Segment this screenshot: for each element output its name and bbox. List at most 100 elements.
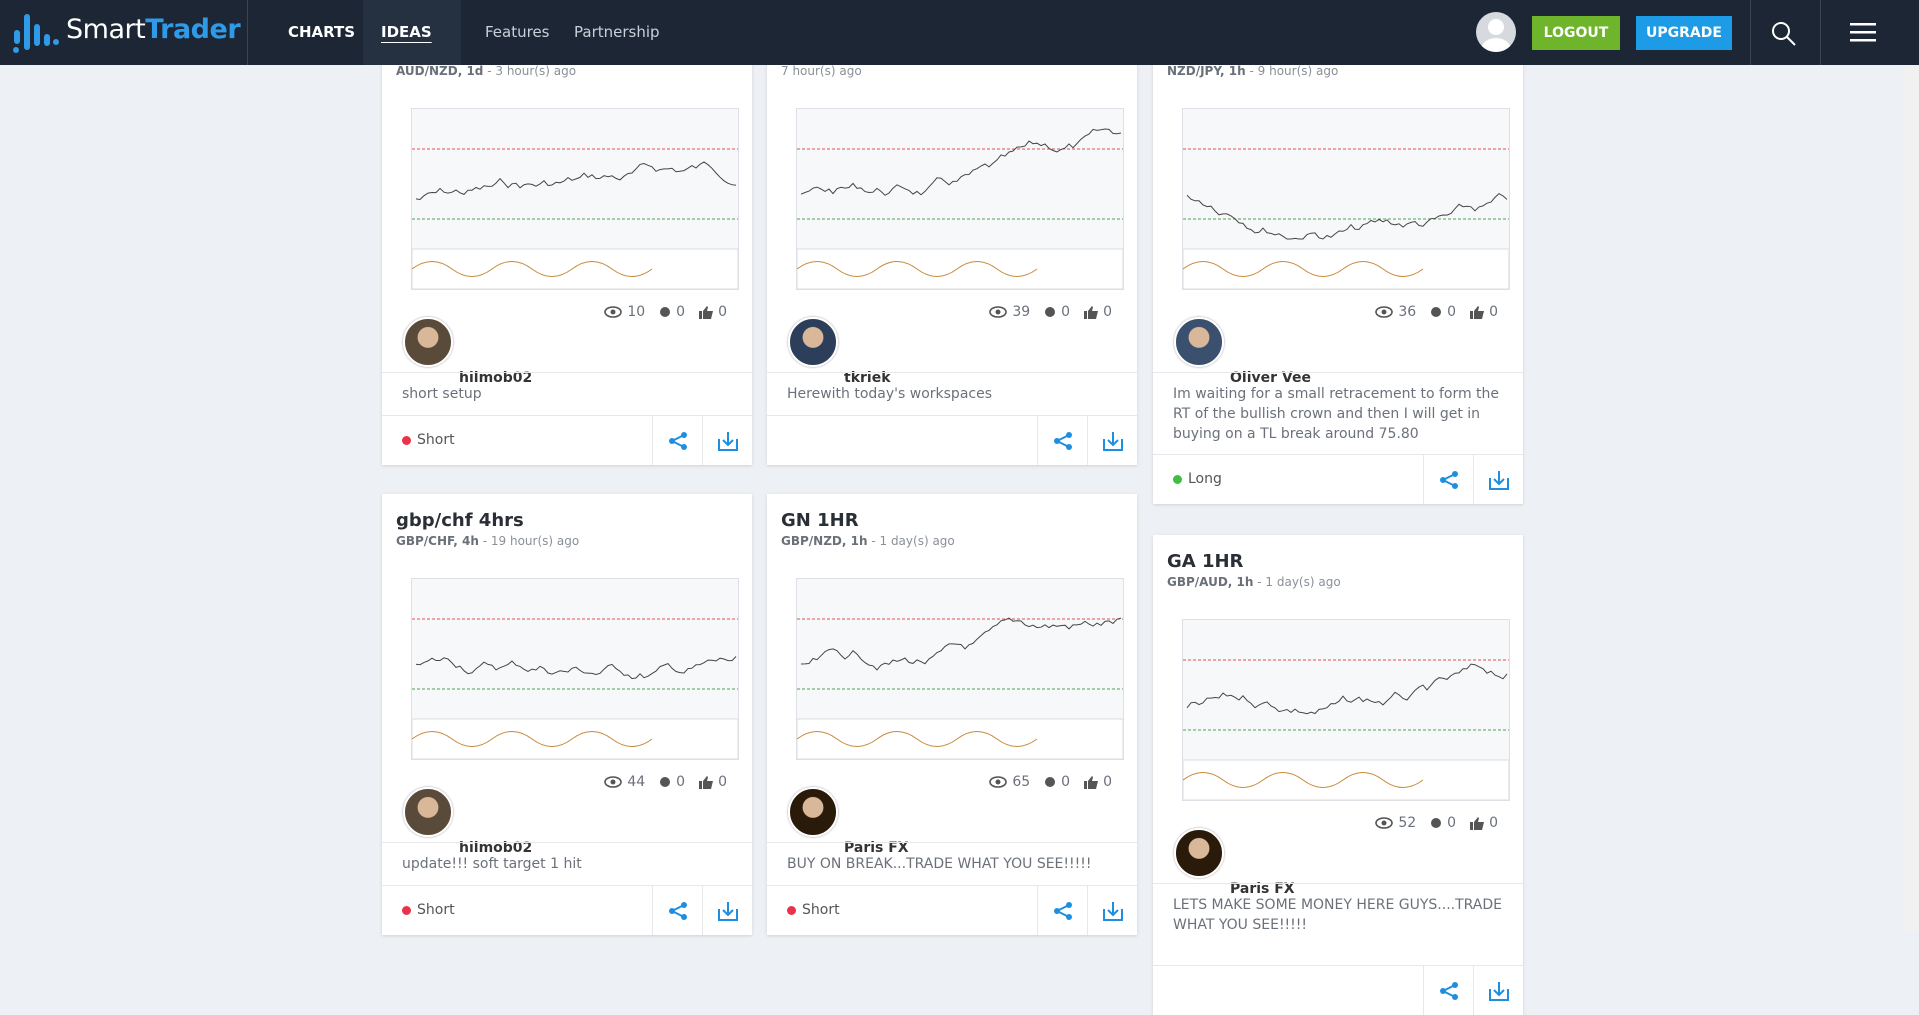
chart-thumbnail[interactable] <box>796 108 1124 290</box>
symbol: NZD/JPY, 1h <box>1167 64 1246 78</box>
direction-dot <box>787 905 796 915</box>
idea-title[interactable]: GA 1HR <box>1167 551 1244 572</box>
author-avatar[interactable] <box>403 317 453 367</box>
share-button[interactable] <box>652 416 703 465</box>
comments-count: 0 <box>1447 304 1457 320</box>
time-ago: - 19 hour(s) ago <box>482 534 580 548</box>
views-count: 52 <box>1398 815 1417 831</box>
menu-icon[interactable] <box>1850 22 1876 44</box>
stats: 36 0 0 <box>1375 304 1498 320</box>
stats: 10 0 0 <box>604 304 727 320</box>
active-tab <box>363 0 461 65</box>
author-avatar[interactable] <box>788 317 838 367</box>
author-avatar[interactable] <box>788 787 838 837</box>
author-name[interactable]: hilmob02 <box>459 840 533 856</box>
nav-ideas[interactable]: IDEAS <box>381 23 432 41</box>
comments-count: 0 <box>1447 815 1457 831</box>
direction: Long <box>1173 471 1222 487</box>
download-button[interactable] <box>1087 886 1137 935</box>
author-avatar[interactable] <box>1174 828 1224 878</box>
idea-card: GA 1HR GBP/AUD, 1h - 1 day(s) ago 52 0 0 Pari… <box>1153 535 1523 1015</box>
author-name[interactable]: Paris FX <box>844 840 909 856</box>
upgrade-button[interactable]: UPGRADE <box>1636 16 1732 50</box>
author-name[interactable]: tkriek <box>844 370 891 386</box>
share-button[interactable] <box>652 886 703 935</box>
divider <box>247 0 248 65</box>
logo-text-accent: Trader <box>145 14 241 45</box>
divider <box>767 842 1137 843</box>
download-button[interactable] <box>1473 455 1523 504</box>
views-count: 39 <box>1012 304 1031 320</box>
author-name[interactable]: Oliver Vee <box>1230 370 1311 386</box>
idea-meta: GBP/NZD, 1h - 1 day(s) ago <box>781 534 955 548</box>
user-avatar[interactable] <box>1476 12 1516 52</box>
time-ago: - 9 hour(s) ago <box>1249 64 1339 78</box>
nav-features[interactable]: Features <box>485 23 550 41</box>
views-stat: 44 <box>604 774 645 790</box>
comments-stat: 0 <box>1044 304 1070 320</box>
chart-thumbnail[interactable] <box>411 578 739 760</box>
chart-thumbnail[interactable] <box>796 578 1124 760</box>
comments-stat: 0 <box>659 774 685 790</box>
author-name[interactable]: Paris FX <box>1230 881 1295 897</box>
share-button[interactable] <box>1423 966 1474 1015</box>
divider <box>1153 372 1523 373</box>
stats: 65 0 0 <box>989 774 1112 790</box>
idea-description: LETS MAKE SOME MONEY HERE GUYS....TRADE … <box>1173 897 1503 933</box>
nav-partnership[interactable]: Partnership <box>574 23 660 41</box>
time-ago: - 3 hour(s) ago <box>487 64 577 78</box>
direction-label: Short <box>417 902 455 918</box>
author-name[interactable]: hilmob02 <box>459 370 533 386</box>
author-avatar[interactable] <box>403 787 453 837</box>
comments-stat: 0 <box>1430 815 1456 831</box>
idea-title[interactable]: gbp/chf 4hrs <box>396 510 524 531</box>
download-button[interactable] <box>702 416 752 465</box>
divider <box>1820 0 1821 65</box>
idea-description: update!!! soft target 1 hit <box>402 856 582 872</box>
views-stat: 65 <box>989 774 1030 790</box>
idea-title[interactable]: GN 1HR <box>781 510 859 531</box>
card-footer <box>1153 965 1523 1015</box>
direction-label: Short <box>802 902 840 918</box>
idea-meta: AUD/NZD, 1d - 3 hour(s) ago <box>396 64 576 78</box>
idea-card: NZD/JPY, 1h - 9 hour(s) ago 36 0 0 Oliver Ve… <box>1153 24 1523 504</box>
download-button[interactable] <box>1087 416 1137 465</box>
comments-count: 0 <box>1061 304 1071 320</box>
likes-count: 0 <box>1489 304 1498 320</box>
top-bar: SmartTrader CHARTS IDEAS Features Partne… <box>0 0 1919 65</box>
likes-count: 0 <box>718 304 727 320</box>
card-footer: Short <box>382 415 752 465</box>
idea-meta: NZD/JPY, 1h - 9 hour(s) ago <box>1167 64 1338 78</box>
views-stat: 10 <box>604 304 645 320</box>
comments-count: 0 <box>676 774 686 790</box>
symbol: GBP/CHF, 4h <box>396 534 479 548</box>
share-button[interactable] <box>1037 886 1088 935</box>
share-button[interactable] <box>1423 455 1474 504</box>
logout-button[interactable]: LOGOUT <box>1532 16 1620 50</box>
idea-meta: 7 hour(s) ago <box>781 64 862 78</box>
likes-stat: 0 <box>1084 304 1112 320</box>
card-footer: Short <box>767 885 1137 935</box>
likes-count: 0 <box>1489 815 1498 831</box>
download-button[interactable] <box>1473 966 1523 1015</box>
divider <box>1153 883 1523 884</box>
likes-stat: 0 <box>699 774 727 790</box>
chart-thumbnail[interactable] <box>1182 108 1510 290</box>
comments-stat: 0 <box>1044 774 1070 790</box>
chart-thumbnail[interactable] <box>411 108 739 290</box>
divider <box>1750 0 1751 65</box>
logo-icon <box>13 14 59 53</box>
comments-count: 0 <box>1061 774 1071 790</box>
search-icon[interactable] <box>1770 20 1798 48</box>
author-avatar[interactable] <box>1174 317 1224 367</box>
share-button[interactable] <box>1037 416 1088 465</box>
nav-charts[interactable]: CHARTS <box>288 23 356 41</box>
card-footer <box>767 415 1137 465</box>
symbol: AUD/NZD, 1d <box>396 64 484 78</box>
chart-thumbnail[interactable] <box>1182 619 1510 801</box>
direction: Short <box>402 432 455 448</box>
divider <box>382 842 752 843</box>
logo[interactable]: SmartTrader <box>66 14 241 45</box>
download-button[interactable] <box>702 886 752 935</box>
